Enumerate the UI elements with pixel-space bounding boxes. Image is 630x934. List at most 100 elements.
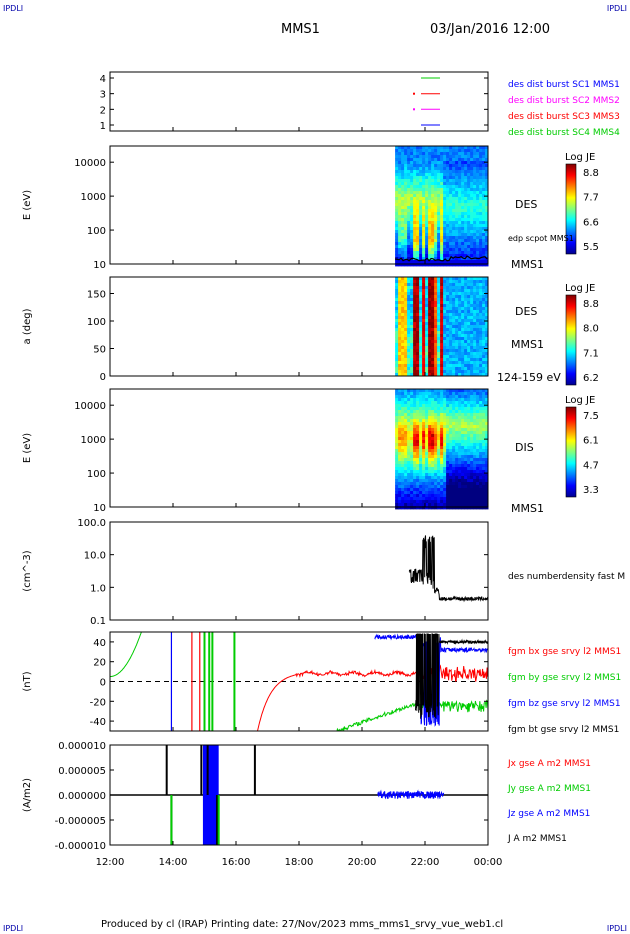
- panel-2-ytick-label: 1000: [81, 192, 106, 203]
- panel-4-colorbar-tick: 4.7: [583, 460, 599, 471]
- panel-4-ytick-label: 100: [87, 469, 106, 480]
- panel-3-ytick-label: 150: [87, 290, 106, 301]
- panel-4-sc-label: MMS1: [511, 502, 544, 515]
- xtick-label: 12:00: [96, 857, 125, 868]
- by-early-line: [110, 632, 142, 677]
- panel-2-sc-label: MMS1: [511, 258, 544, 271]
- bt-series-line: [415, 633, 488, 719]
- xtick-label: 22:00: [411, 857, 440, 868]
- bz-series-line: [374, 633, 488, 727]
- xtick-label: 00:00: [474, 857, 503, 868]
- panel-2-overlay-label: edp scpot MMS1: [508, 234, 574, 243]
- panel-5-ytick-label: 10.0: [84, 551, 106, 562]
- panel-3-sc-label: MMS1: [511, 338, 544, 351]
- panel-3-colorbar-title: Log JE: [565, 283, 595, 294]
- burst-mms3-dot: [413, 92, 415, 95]
- panel-7-ytick-label: -0.000005: [55, 816, 106, 827]
- panel-4-colorbar-tick: 3.3: [583, 485, 599, 496]
- panel-6-ylabel: (nT): [22, 671, 33, 691]
- bx-series-line: [256, 664, 488, 731]
- panel-6-ytick-label: -40: [90, 717, 106, 728]
- panel-7-ytick-label: 0.000005: [58, 766, 106, 777]
- panel-3-ytick-label: 50: [93, 345, 106, 356]
- footer-text: Produced by cl (IRAP) Printing date: 27/…: [101, 919, 504, 930]
- panel-3-colorbar-tick: 8.0: [583, 324, 599, 335]
- panel-2-colorbar-tick: 5.5: [583, 242, 599, 253]
- panel-2-colorbar: [565, 163, 577, 255]
- panel-2-colorbar-title: Log JE: [565, 152, 595, 163]
- panel-6-ytick-label: 0: [100, 678, 106, 689]
- panel-5-ytick-label: 0.1: [90, 616, 106, 627]
- panel-4-species-label: DIS: [515, 441, 534, 454]
- panel-1-ytick-label: 3: [100, 90, 106, 101]
- panel-7-ytick-label: 0.000010: [58, 741, 106, 752]
- panel-4-colorbar-tick: 7.5: [583, 411, 599, 422]
- xtick-label: 20:00: [348, 857, 377, 868]
- panel-1-legend: des dist burst SC1 MMS1: [508, 80, 620, 90]
- dis-energy-spectrogram: [395, 389, 489, 510]
- panel-5-legend: des numberdensity fast M: [508, 572, 625, 582]
- panel-6-ytick-label: -20: [90, 697, 106, 708]
- panel-3-colorbar-tick: 7.1: [583, 348, 599, 359]
- panel-4-ytick-label: 10000: [74, 401, 106, 412]
- scpot-overlay-line: [395, 255, 488, 262]
- des-pitch-angle-spectrogram: [395, 277, 489, 377]
- panel-4-colorbar: [565, 406, 577, 498]
- panel-2-colorbar-tick: 7.7: [583, 193, 599, 204]
- panel-1-legend: des dist burst SC3 MMS3: [508, 112, 620, 122]
- corner-label-bottom-left: IPDLI: [3, 924, 24, 933]
- panel-3-energy-range: 124-159 eV: [497, 371, 561, 384]
- panel-7-ylabel: (A/m2): [22, 778, 33, 812]
- panel-5-ytick-label: 1.0: [90, 583, 106, 594]
- panel-7-legend: J A m2 MMS1: [507, 834, 567, 844]
- panel-2-species-label: DES: [515, 198, 537, 211]
- panel-6-ytick-label: 40: [93, 638, 106, 649]
- panel-3-colorbar-tick: 6.2: [583, 373, 599, 384]
- panel-2-ytick-label: 10: [93, 260, 106, 271]
- panel-2-ytick-label: 100: [87, 226, 106, 237]
- panel-4-ytick-label: 1000: [81, 435, 106, 446]
- panel-5-ytick-label: 100.0: [77, 518, 106, 529]
- panel-2-colorbar-tick: 8.8: [583, 168, 599, 179]
- burst-mms2-dot: [413, 108, 415, 111]
- panel-1-ytick-label: 4: [100, 74, 106, 85]
- mission-title: MMS1: [281, 22, 320, 37]
- panel-4-colorbar-title: Log JE: [565, 395, 595, 406]
- panel-7-ytick-label: -0.000010: [55, 841, 106, 852]
- xtick-label: 16:00: [222, 857, 251, 868]
- panel-2-ylabel: E (eV): [22, 190, 33, 220]
- jz-late-noise: [377, 789, 445, 800]
- density-series-line: [408, 535, 488, 603]
- corner-label-top-right: IPDLI: [606, 4, 627, 13]
- panel-4-ytick-label: 10: [93, 503, 106, 514]
- panel-2-colorbar-tick: 6.6: [583, 217, 599, 228]
- xtick-label: 18:00: [285, 857, 314, 868]
- date-title: 03/Jan/2016 12:00: [430, 22, 551, 37]
- by-series-line: [336, 699, 488, 731]
- panel-1-ytick-label: 2: [100, 105, 106, 116]
- panel-7-legend: Jy gse A m2 MMS1: [507, 784, 591, 794]
- panel-6-ytick-label: 20: [93, 658, 106, 669]
- panel-7-legend: Jz gse A m2 MMS1: [507, 809, 590, 819]
- xtick-label: 14:00: [159, 857, 188, 868]
- panel-3-colorbar-tick: 8.8: [583, 299, 599, 310]
- panel-6-legend: fgm by gse srvy l2 MMS1: [508, 673, 621, 683]
- panel-6-legend: fgm bx gse srvy l2 MMS1: [508, 647, 621, 657]
- panel-7-ytick-label: 0.000000: [58, 791, 106, 802]
- panel-1-legend: des dist burst SC2 MMS2: [508, 96, 620, 106]
- panel-6-legend: fgm bt gse srvy l2 MMS1: [508, 725, 619, 735]
- panel-1-ytick-label: 1: [100, 121, 106, 132]
- panel-1-legend: des dist burst SC4 MMS4: [508, 128, 620, 138]
- panel-3-ytick-label: 0: [100, 372, 106, 383]
- panel-1-frame: [109, 71, 489, 132]
- panel-4-colorbar-tick: 6.1: [583, 436, 599, 447]
- panel-5-ylabel: (cm^-3): [22, 550, 33, 591]
- panel-3-colorbar: [565, 294, 577, 386]
- panel-2-ytick-label: 10000: [74, 158, 106, 169]
- panel-4-ylabel: E (eV): [22, 433, 33, 463]
- corner-label-bottom-right: IPDLI: [606, 924, 627, 933]
- panel-7-legend: Jx gse A m2 MMS1: [507, 759, 591, 769]
- des-energy-spectrogram: [395, 146, 489, 267]
- panel-3-ytick-label: 100: [87, 317, 106, 328]
